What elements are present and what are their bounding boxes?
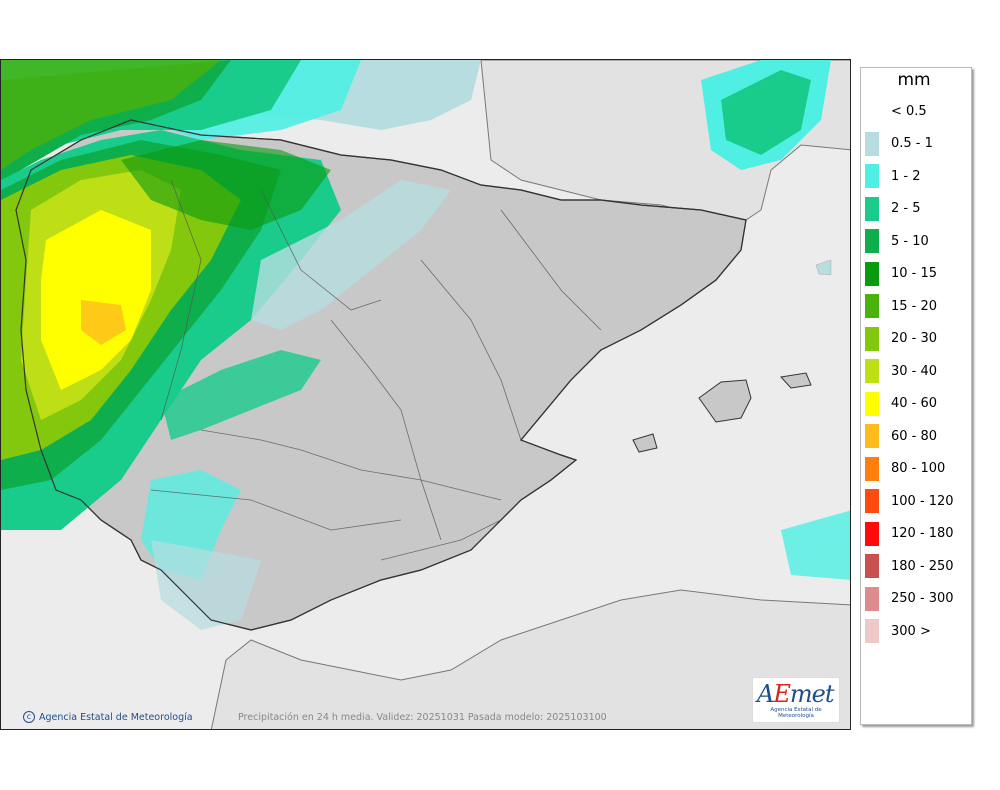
legend-label: 80 - 100 [891,461,946,476]
legend-swatch [865,294,879,318]
legend-swatch [865,131,879,156]
legend-item: 0.5 - 1 [865,130,933,158]
aemet-logo: AEmet Agencia Estatal de Meteorología [752,677,840,723]
legend-item: 2 - 5 [865,195,921,223]
legend-label: 10 - 15 [891,266,938,281]
legend-item: 10 - 15 [865,260,937,288]
africa-landmass [210,589,850,729]
legend-label: 100 - 120 [891,493,954,509]
legend-swatch [865,229,879,253]
precipitation-map: c Agencia Estatal de Meteorología Precip… [0,59,851,730]
legend-item: 15 - 20 [865,292,937,320]
legend-swatch [865,456,879,481]
menorca [780,372,812,389]
legend-item: 250 - 300 [865,585,954,613]
legend-label: 15 - 20 [891,298,938,314]
legend-label: 5 - 10 [891,233,929,249]
legend-swatch [865,586,879,611]
ibiza [632,433,658,453]
legend-swatch [865,489,879,513]
legend-label: 0.5 - 1 [891,136,933,151]
legend-label: 40 - 60 [891,396,938,411]
legend-swatch [865,554,879,578]
precipitation-legend: mm < 0.5 0.5 - 1 1 - 2 2 - 5 5 - 10 10 - 15 15… [860,67,972,725]
legend-label: 180 - 250 [891,558,954,574]
legend-item: 20 - 30 [865,325,937,353]
legend-swatch [865,326,879,351]
map-caption: Precipitación en 24 h media. Validez: 20… [238,712,607,723]
legend-label: 300 > [891,623,931,639]
legend-swatch [865,99,879,123]
legend-title: mm [897,70,931,90]
legend-swatch [865,164,879,188]
legend-item: 100 - 120 [865,487,954,515]
legend-label: 20 - 30 [891,331,938,346]
legend-label: 250 - 300 [891,591,954,606]
copyright-icon: c [23,711,35,723]
legend-item: 1 - 2 [865,162,921,190]
legend-label: 1 - 2 [891,168,921,184]
legend-swatch [865,521,879,546]
legend-item: 60 - 80 [865,422,937,450]
legend-label: 2 - 5 [891,201,921,216]
legend-item: < 0.5 [865,97,927,125]
legend-item: 180 - 250 [865,552,954,580]
map-canvas [1,60,850,729]
legend-label: 30 - 40 [891,363,938,379]
copyright-text: Agencia Estatal de Meteorología [39,711,193,723]
mallorca [698,379,752,423]
legend-swatch [865,424,879,448]
legend-label: < 0.5 [891,103,927,119]
legend-swatch [865,359,879,383]
legend-swatch [865,391,879,416]
legend-swatch [865,196,879,221]
copyright-notice: c Agencia Estatal de Meteorología [23,711,193,723]
legend-item: 120 - 180 [865,520,954,548]
legend-item: 300 > [865,617,931,645]
legend-label: 120 - 180 [891,526,954,541]
legend-swatch [865,619,879,643]
legend-item: 80 - 100 [865,455,945,483]
legend-swatch [865,261,879,286]
sardinia [815,259,832,276]
legend-item: 30 - 40 [865,357,937,385]
legend-item: 40 - 60 [865,390,937,418]
legend-item: 5 - 10 [865,227,929,255]
legend-label: 60 - 80 [891,428,938,444]
